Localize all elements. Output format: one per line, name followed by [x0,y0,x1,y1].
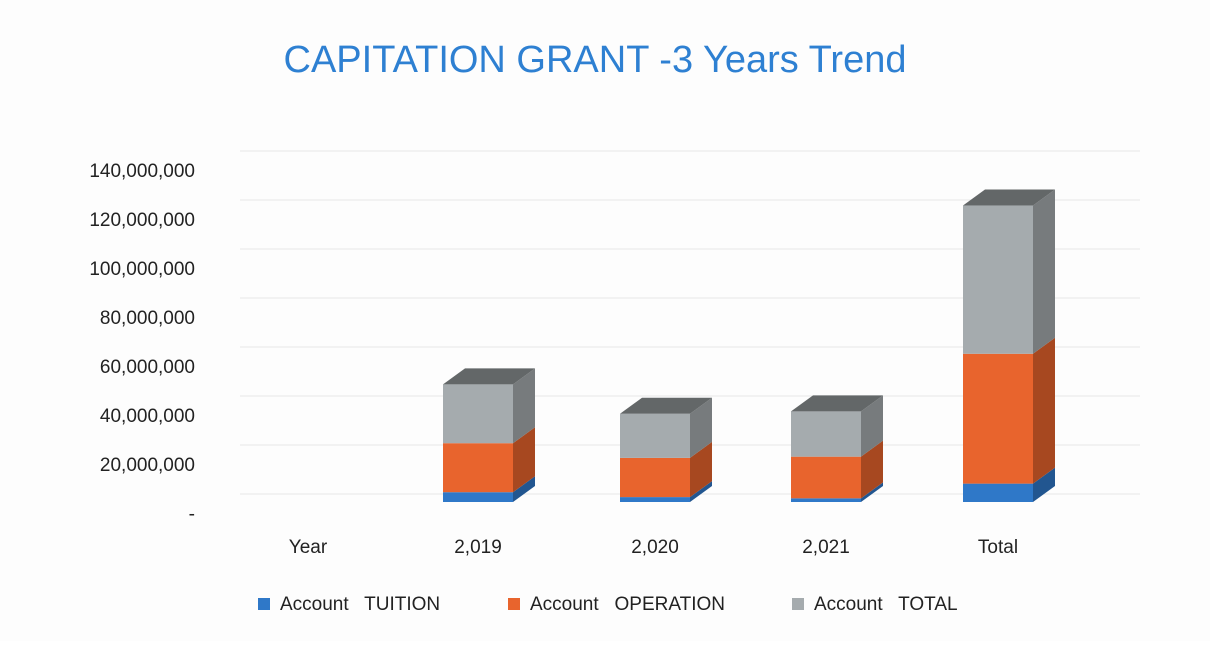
bar-top [963,189,1055,206]
bar-side [1033,189,1055,354]
legend-swatch [792,598,804,610]
y-tick-label: 40,000,000 [100,406,195,427]
bar-side [861,440,883,499]
bar-side [513,368,535,444]
legend-label: Account TUITION [280,594,440,615]
chart-title: CAPITATION GRANT -3 Years Trend [284,39,907,81]
bar-side [690,481,712,502]
x-tick-label: 2,019 [454,537,502,558]
bar [620,497,690,502]
bar-side [513,427,535,493]
bar [443,443,513,493]
y-tick-label: 140,000,000 [89,161,195,182]
x-tick-label: Total [978,537,1018,558]
bar-side [513,476,535,502]
bar-side [861,395,883,457]
bar-side [1033,337,1055,484]
y-tick-label: 60,000,000 [100,357,195,378]
legend-label: Account TOTAL [814,594,958,615]
bar-side [861,482,883,502]
bar-top [791,395,883,412]
bar-side [1033,467,1055,502]
bar [963,483,1033,502]
bar [443,384,513,444]
bar-side [690,397,712,458]
bar [443,492,513,502]
legend-swatch [508,598,520,610]
bar [791,498,861,502]
x-tick-label: Year [289,537,328,558]
bar [620,413,690,458]
x-tick-label: 2,021 [802,537,850,558]
legend-swatch [258,598,270,610]
bar-top [620,397,712,414]
y-tick-label: 120,000,000 [89,210,195,231]
bar [791,456,861,499]
y-tick-label: - [189,504,195,525]
bar [791,411,861,457]
y-tick-label: 80,000,000 [100,308,195,329]
bar [963,353,1033,484]
bar-side [690,441,712,498]
x-tick-label: 2,020 [631,537,679,558]
bar [963,205,1033,354]
legend-label: Account OPERATION [530,594,725,615]
bar-top [443,368,535,385]
y-tick-label: 100,000,000 [89,259,195,280]
y-tick-label: 20,000,000 [100,455,195,476]
bar [620,457,690,498]
